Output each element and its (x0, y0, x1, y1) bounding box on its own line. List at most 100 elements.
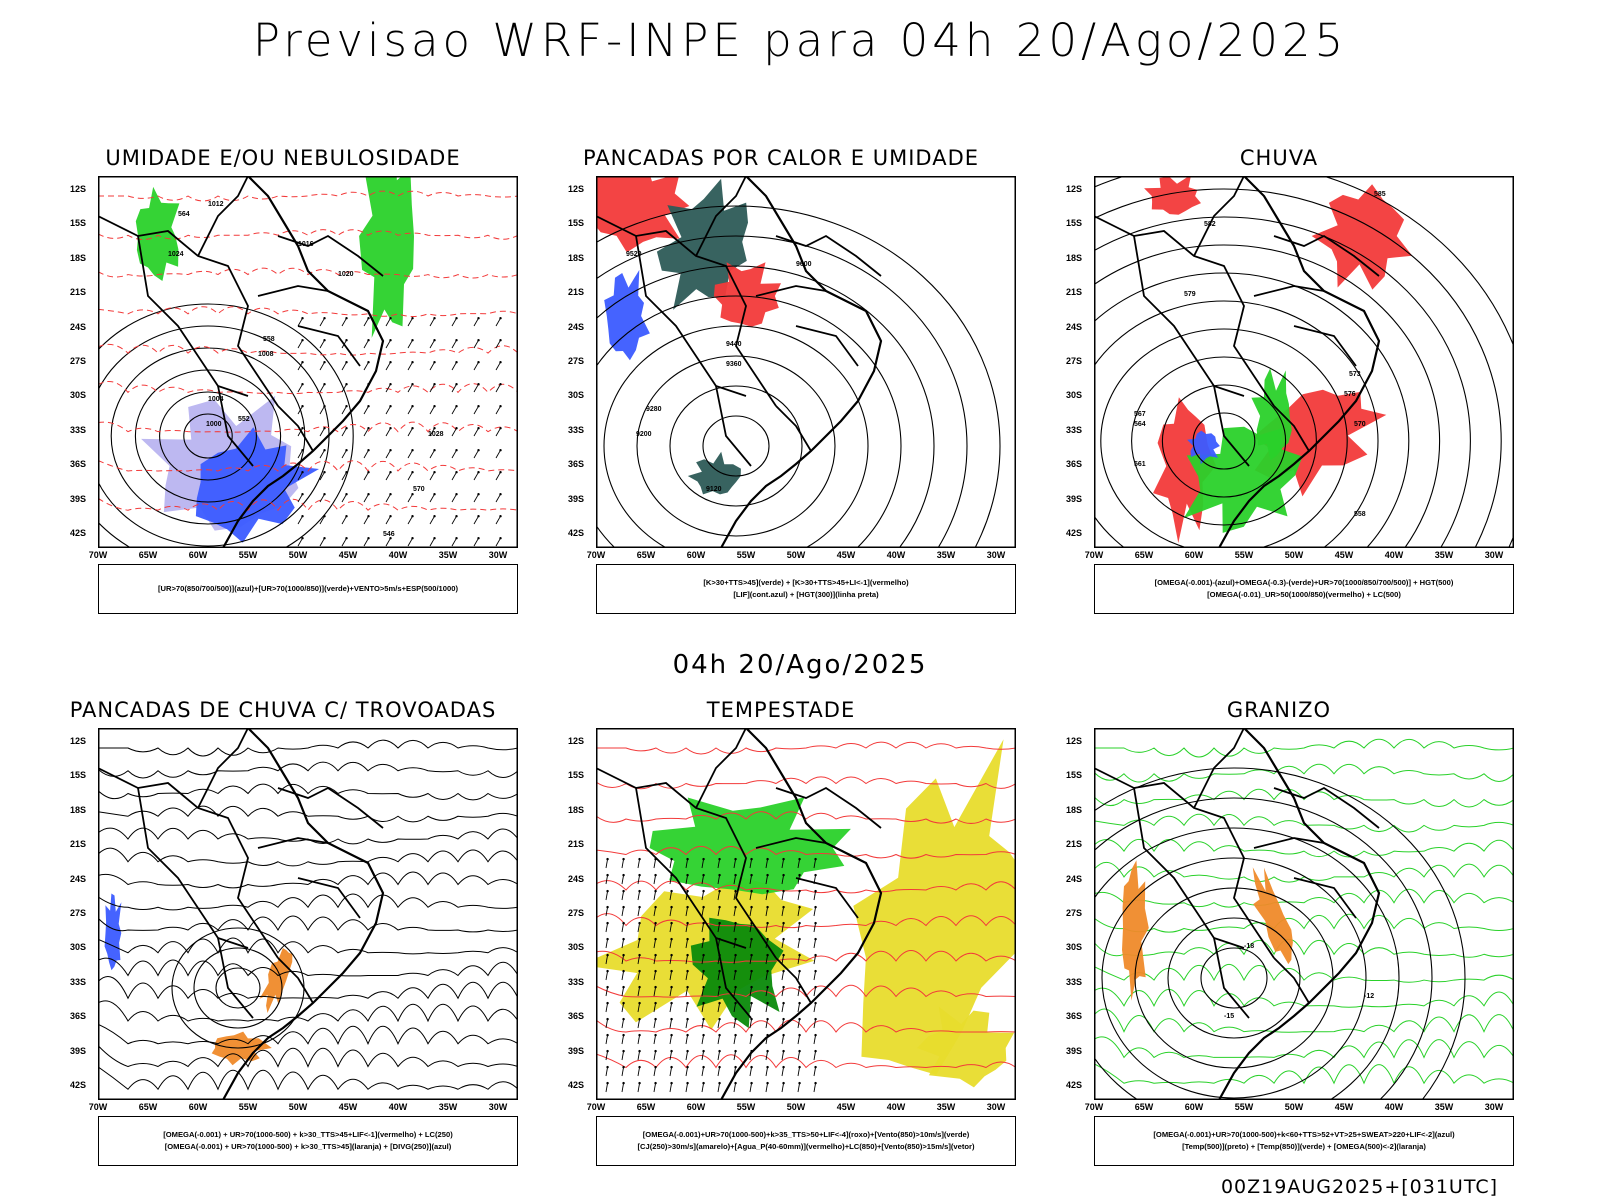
lon-tick-label: 60W (1184, 550, 1204, 560)
wind-vector-head (323, 449, 326, 452)
wind-vector (473, 339, 479, 349)
lat-tick-label: 27S (70, 356, 87, 366)
wind-vector (813, 1083, 817, 1093)
lat-tick-label: 42S (70, 1080, 87, 1090)
wind-vector-head (798, 857, 801, 861)
wind-vector-head (433, 493, 436, 496)
wind-vector-head (638, 873, 641, 877)
wind-vector-head (782, 921, 785, 925)
lon-tick-label: 70W (1084, 1102, 1104, 1112)
wind-vector (781, 971, 785, 981)
temp850-green (1094, 738, 1514, 758)
wind-vector (797, 971, 801, 981)
wind-vector (451, 383, 457, 393)
wind-vector (765, 1003, 769, 1013)
wind-vector (685, 875, 689, 885)
lat-tick-label: 21S (1066, 287, 1083, 298)
wind-vector (653, 971, 657, 981)
wind-vector (749, 923, 753, 933)
contour-label: -12 (1364, 993, 1374, 1000)
wind-vector (765, 1083, 769, 1093)
wind-vector-head (766, 1065, 769, 1069)
wind-vector (473, 405, 479, 415)
wind-vector (363, 493, 369, 503)
country-border (1133, 787, 1245, 949)
streamline (98, 827, 518, 845)
wind-vector (605, 1003, 609, 1013)
wind-vector (797, 891, 801, 901)
wind-vector (733, 875, 737, 885)
country-border (635, 235, 747, 397)
wind-vector-head (606, 889, 609, 893)
wind-vector-head (782, 985, 785, 989)
streamline (98, 957, 518, 977)
wind-vector-head (323, 339, 326, 342)
wind-vector (429, 449, 435, 459)
wind-vector (685, 907, 689, 917)
lon-tick-label: 45W (338, 550, 358, 560)
wind-vector-head (798, 1033, 801, 1037)
country-border (596, 215, 777, 407)
wind-vector-head (638, 953, 641, 957)
lon-tick-label: 45W (836, 1102, 856, 1112)
panel-title: PANCADAS POR CALOR E UMIDADE (582, 146, 980, 170)
isobar (98, 303, 354, 548)
country-border (257, 837, 329, 849)
contour-label: 9280 (646, 406, 662, 413)
wind-vector (765, 1067, 769, 1077)
water-red (596, 913, 1016, 929)
lat-tick-label: 18S (70, 804, 87, 815)
wind-vector-head (411, 449, 414, 452)
wind-vector (385, 515, 391, 525)
wind-vector (407, 493, 413, 503)
wind-vector (653, 1035, 657, 1045)
wind-vector (749, 891, 753, 901)
wind-vector (653, 891, 657, 901)
coastline (222, 728, 385, 1100)
lon-tick-label: 30W (488, 550, 508, 560)
thickness-line (98, 343, 518, 356)
height-contour (1094, 188, 1502, 548)
wind-vector-head (433, 449, 436, 452)
temp850-green (1094, 888, 1514, 908)
wind-vector-head (702, 857, 705, 861)
wind-vector-head (345, 383, 348, 386)
jet-stream-yellow (853, 739, 1016, 1075)
wind-vector (733, 1083, 737, 1093)
lat-tick-label: 18S (1066, 252, 1083, 263)
wind-vector-head (750, 1001, 753, 1005)
wind-vector (341, 449, 347, 459)
wind-vector-head (798, 937, 801, 941)
wind-vector (297, 449, 303, 459)
wind-vector-head (606, 1017, 609, 1021)
wind-vector-head (670, 1049, 673, 1053)
wind-vector-head (798, 1017, 801, 1021)
wind-vector (621, 859, 625, 869)
country-border (775, 234, 882, 277)
wind-vector-head (670, 857, 673, 861)
contour-label: 9200 (636, 431, 652, 438)
wind-vector (385, 449, 391, 459)
isobar (159, 391, 257, 481)
wind-vector (363, 471, 369, 481)
contour-label: 561 (1134, 461, 1146, 468)
wind-vector-head (606, 937, 609, 941)
wind-vector-head (766, 1081, 769, 1085)
wind-vector (637, 939, 641, 949)
wind-vector-head (702, 1065, 705, 1069)
lat-tick-label: 24S (70, 321, 87, 332)
contour-label: -18 (1244, 943, 1254, 950)
lat-tick-label: 24S (1066, 873, 1083, 884)
wind-vector (813, 955, 817, 965)
wind-vector-head (477, 383, 480, 386)
country-border (795, 325, 859, 367)
wind-vector (733, 1035, 737, 1045)
wind-vector-head (718, 969, 721, 973)
wind-vector-head (433, 317, 436, 320)
country-border (1253, 837, 1325, 849)
temp850-green (1094, 788, 1514, 808)
wind-vector (319, 427, 325, 437)
wind-vector (621, 875, 625, 885)
lat-tick-label: 27S (1066, 356, 1083, 366)
wind-vector (701, 1003, 705, 1013)
